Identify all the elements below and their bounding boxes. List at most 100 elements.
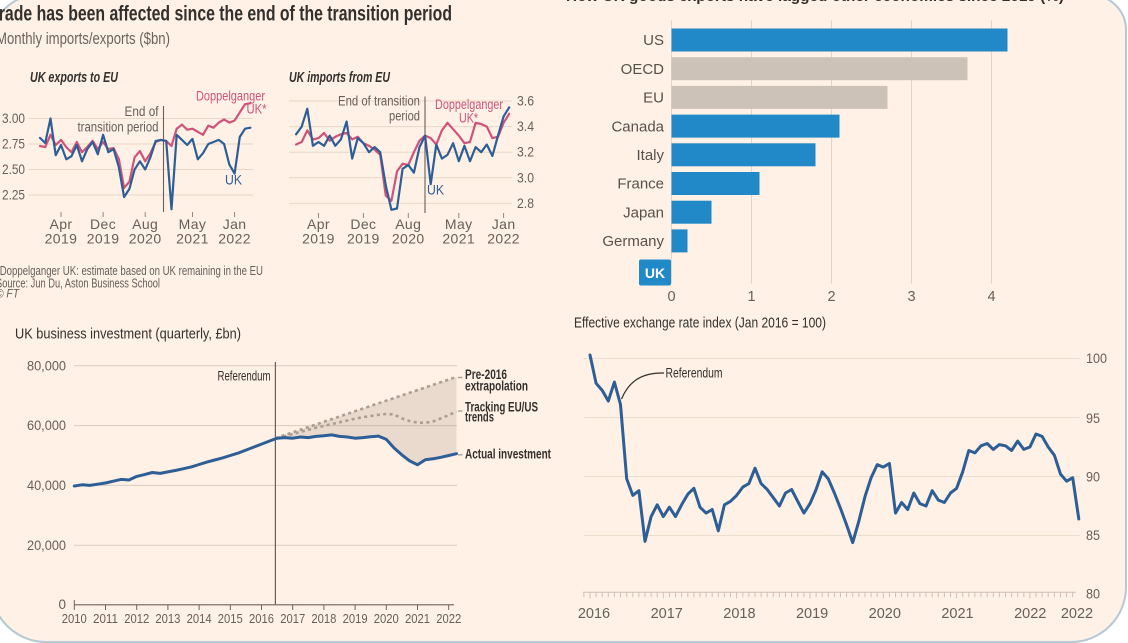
svg-text:EU: EU (643, 90, 664, 107)
svg-text:60,000: 60,000 (27, 418, 66, 433)
svg-text:2017: 2017 (651, 606, 683, 622)
svg-text:80: 80 (1086, 586, 1100, 602)
svg-text:80,000: 80,000 (27, 358, 66, 373)
svg-text:Jan: Jan (223, 216, 247, 232)
svg-text:UK exports to EU: UK exports to EU (30, 70, 118, 86)
svg-text:Aug: Aug (132, 216, 158, 232)
svg-text:Canada: Canada (611, 118, 664, 135)
svg-text:2021: 2021 (442, 231, 475, 247)
svg-text:2014: 2014 (187, 611, 212, 626)
svg-text:Italy: Italy (636, 147, 664, 164)
svg-text:Dec: Dec (350, 216, 376, 232)
svg-text:3.2: 3.2 (517, 144, 534, 160)
svg-text:2019: 2019 (343, 611, 368, 626)
svg-text:US: US (643, 32, 664, 49)
svg-text:Germany: Germany (602, 233, 664, 250)
svg-text:3.0: 3.0 (517, 169, 534, 185)
svg-text:trends: trends (465, 410, 494, 425)
svg-text:2: 2 (827, 289, 835, 305)
svg-text:period: period (389, 109, 420, 124)
svg-text:2.25: 2.25 (2, 188, 25, 203)
svg-text:3: 3 (907, 289, 915, 305)
svg-text:Monthly imports/exports ($bn): Monthly imports/exports ($bn) (0, 30, 170, 48)
svg-text:2016: 2016 (249, 611, 274, 626)
svg-text:2011: 2011 (93, 611, 118, 626)
svg-text:UK: UK (645, 265, 665, 281)
svg-text:2017: 2017 (280, 611, 305, 626)
svg-text:100: 100 (1086, 350, 1107, 366)
svg-text:4: 4 (987, 289, 995, 305)
svg-text:2016: 2016 (578, 606, 610, 622)
svg-text:2019: 2019 (796, 606, 828, 622)
svg-text:2022: 2022 (487, 231, 520, 247)
svg-text:Dec: Dec (90, 216, 116, 232)
svg-text:Trade has been affected since: Trade has been affected since the end of… (0, 2, 452, 26)
svg-text:Japan: Japan (623, 204, 664, 221)
svg-text:2015: 2015 (218, 611, 243, 626)
svg-text:0: 0 (58, 597, 66, 612)
svg-text:2019: 2019 (347, 231, 380, 247)
svg-text:40,000: 40,000 (27, 478, 66, 493)
svg-text:2021: 2021 (176, 231, 209, 247)
svg-text:Actual investment: Actual investment (465, 446, 551, 461)
svg-text:Aug: Aug (395, 216, 421, 232)
svg-text:2019: 2019 (302, 231, 335, 247)
svg-text:Referendum: Referendum (666, 366, 723, 381)
svg-text:2020: 2020 (392, 231, 425, 247)
svg-text:Doppelganger: Doppelganger (435, 96, 503, 112)
svg-text:2.50: 2.50 (2, 162, 25, 177)
svg-text:2013: 2013 (155, 611, 180, 626)
svg-text:2019: 2019 (87, 231, 120, 247)
svg-text:UK: UK (225, 172, 243, 188)
svg-text:2020: 2020 (869, 606, 901, 622)
svg-text:2020: 2020 (129, 231, 162, 247)
svg-text:Apr: Apr (307, 216, 330, 232)
svg-text:UK*: UK* (247, 101, 267, 117)
svg-text:*Doppelganger UK: estimate bas: *Doppelganger UK: estimate based on UK r… (0, 264, 263, 278)
svg-text:2018: 2018 (311, 611, 336, 626)
svg-text:Jan: Jan (492, 216, 516, 232)
svg-text:OECD: OECD (621, 61, 665, 78)
svg-text:May: May (445, 216, 473, 232)
svg-text:90: 90 (1086, 469, 1100, 485)
svg-text:UK business investment (quarte: UK business investment (quarterly, £bn) (15, 326, 241, 343)
svg-text:85: 85 (1086, 527, 1100, 543)
svg-text:2.8: 2.8 (517, 195, 534, 211)
svg-text:95: 95 (1086, 410, 1100, 426)
svg-text:2018: 2018 (723, 606, 755, 622)
svg-text:UK*: UK* (459, 110, 478, 126)
svg-text:2019: 2019 (45, 231, 78, 247)
svg-text:How UK goods exports have lagg: How UK goods exports have lagged other e… (566, 0, 1064, 5)
svg-text:End of transition: End of transition (338, 94, 420, 109)
svg-text:0: 0 (667, 289, 675, 305)
svg-text:Effective exchange rate index: Effective exchange rate index (Jan 2016 … (574, 315, 826, 332)
svg-text:extrapolation: extrapolation (465, 379, 528, 394)
svg-text:2.75: 2.75 (2, 137, 25, 152)
svg-text:2022: 2022 (218, 231, 251, 247)
svg-text:End of: End of (125, 104, 159, 119)
svg-text:Doppelganger: Doppelganger (196, 88, 265, 104)
svg-text:transition period: transition period (78, 120, 159, 135)
svg-text:Source: Jun Du, Aston Business: Source: Jun Du, Aston Business School (0, 277, 160, 291)
svg-text:1: 1 (747, 289, 755, 305)
svg-text:20,000: 20,000 (27, 538, 66, 553)
svg-text:2022: 2022 (1014, 606, 1046, 622)
svg-text:UK: UK (427, 182, 445, 198)
svg-text:2020: 2020 (374, 611, 399, 626)
svg-text:2021: 2021 (405, 611, 430, 626)
svg-text:2022: 2022 (436, 611, 461, 626)
svg-text:© FT: © FT (0, 287, 20, 301)
svg-text:May: May (179, 216, 207, 232)
svg-text:UK imports from EU: UK imports from EU (289, 70, 390, 86)
svg-text:2021: 2021 (941, 606, 973, 622)
svg-text:3.4: 3.4 (517, 118, 534, 134)
svg-text:3.6: 3.6 (517, 93, 534, 109)
svg-text:Tracking EU/US: Tracking EU/US (465, 400, 538, 415)
svg-text:2010: 2010 (62, 611, 87, 626)
svg-text:2022: 2022 (1061, 606, 1093, 622)
svg-text:2012: 2012 (124, 611, 149, 626)
svg-text:3.00: 3.00 (2, 111, 25, 126)
svg-text:France: France (617, 176, 664, 193)
svg-text:Referendum: Referendum (218, 369, 271, 384)
svg-text:Pre-2016: Pre-2016 (465, 367, 507, 382)
